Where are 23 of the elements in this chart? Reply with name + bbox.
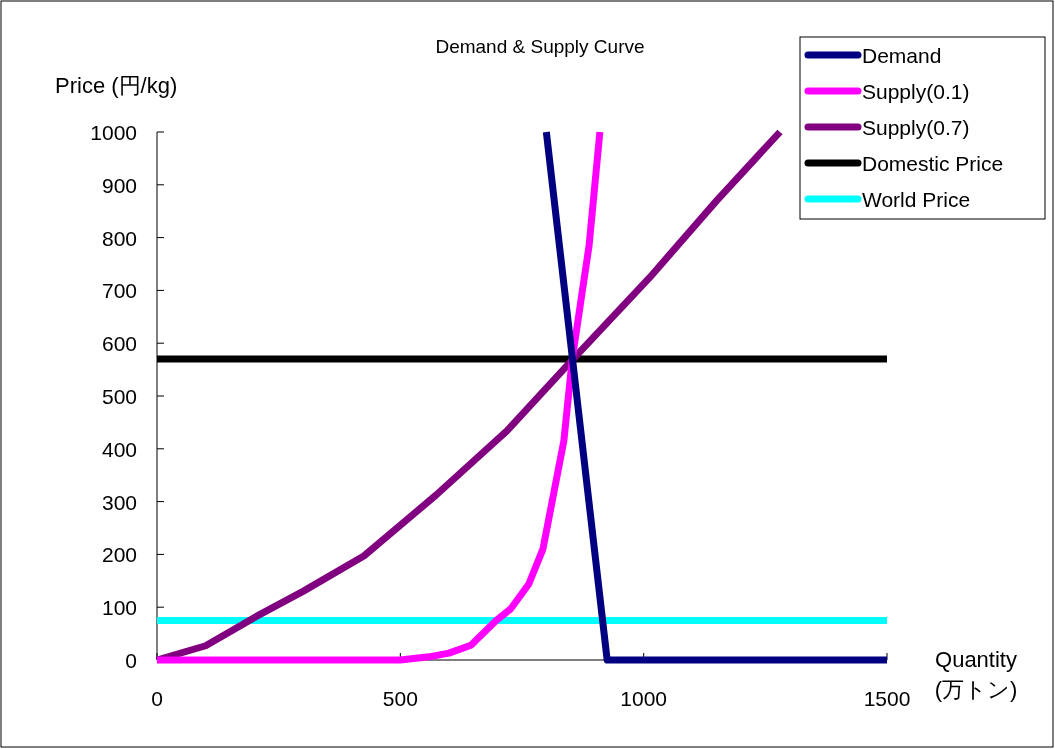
- y-tick-label: 500: [101, 385, 137, 408]
- y-tick-label: 900: [101, 173, 137, 197]
- y-tick-label: 700: [101, 279, 137, 303]
- y-tick-label: 200: [101, 543, 137, 567]
- x-tick-label: 1000: [620, 687, 668, 710]
- legend-label: World Price: [862, 188, 971, 211]
- y-tick-label: 100: [101, 596, 137, 620]
- y-tick-label: 1000: [90, 121, 137, 144]
- y-tick-label: 600: [101, 332, 137, 356]
- y-axis-title: Price (円/kg): [55, 73, 178, 98]
- legend-label: Demand: [862, 44, 942, 67]
- y-tick-label: 0: [125, 649, 137, 672]
- x-tick-label: 500: [382, 687, 418, 710]
- x-tick-label: 0: [151, 687, 163, 710]
- legend-label: Domestic Price: [862, 152, 1004, 175]
- chart-title: Demand & Supply Curve: [435, 36, 645, 57]
- y-tick-label: 400: [101, 437, 137, 461]
- legend-label: Supply(0.7): [862, 116, 970, 139]
- legend-label: Supply(0.1): [862, 80, 970, 103]
- y-tick-label: 300: [101, 490, 137, 514]
- y-tick-label: 800: [101, 226, 137, 250]
- x-tick-label: 1500: [863, 687, 911, 710]
- x-axis-title: Quantity (万トン): [934, 647, 1018, 702]
